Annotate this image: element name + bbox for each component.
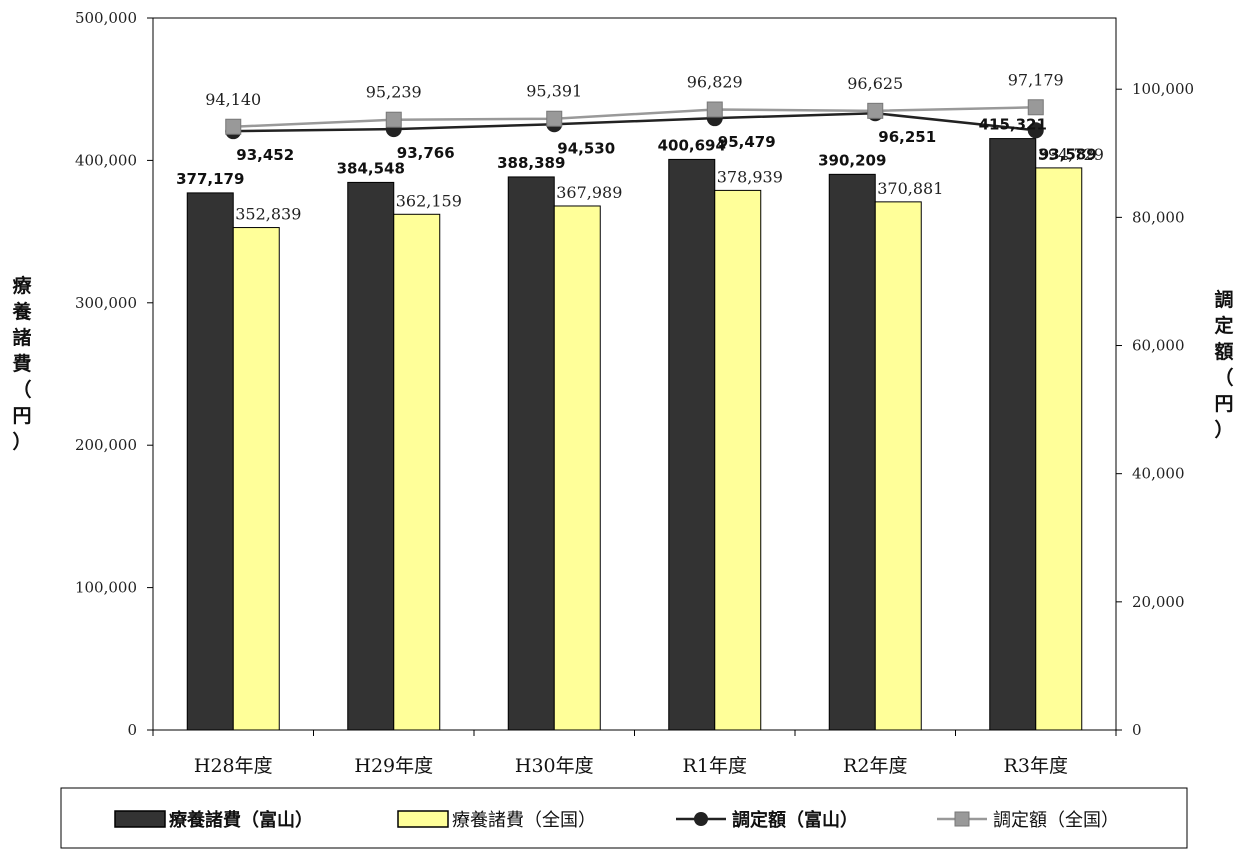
bar-national bbox=[714, 189, 762, 731]
bar-national-label: 362,159 bbox=[396, 191, 462, 210]
legend-label: 療養諸費（全国） bbox=[452, 810, 596, 831]
bars bbox=[186, 138, 1083, 731]
marker-national bbox=[225, 118, 242, 135]
left-tick-label: 400,000 bbox=[75, 151, 137, 169]
line-toyama-label: 95,479 bbox=[718, 133, 776, 151]
line-toyama bbox=[233, 111, 1036, 133]
left-tick-label: 0 bbox=[127, 721, 137, 739]
bar-national-label: 370,881 bbox=[877, 179, 943, 198]
marker-national bbox=[385, 111, 402, 128]
left-axis-ticks: 0 100,000 200,000 300,000 400,000 500,000 bbox=[75, 9, 153, 739]
line-national bbox=[233, 106, 1036, 128]
bar-toyama-label: 400,694 bbox=[658, 136, 726, 154]
legend-swatch bbox=[114, 810, 166, 828]
bar-national bbox=[553, 205, 601, 731]
line-national-label: 95,391 bbox=[526, 82, 582, 101]
axis-title: 調定額（円） bbox=[1214, 288, 1233, 441]
line-toyama-label: 93,766 bbox=[397, 144, 455, 162]
marker-national bbox=[706, 101, 723, 118]
legend-box bbox=[60, 787, 1188, 849]
line-toyama-label: 93,452 bbox=[236, 146, 294, 164]
line-toyama-label: 96,251 bbox=[878, 128, 936, 146]
bar-toyama-label: 384,548 bbox=[337, 159, 405, 177]
bar-toyama-label: 388,389 bbox=[497, 154, 565, 172]
category-label: H29年度 bbox=[354, 755, 433, 777]
bar-toyama bbox=[989, 138, 1037, 731]
line-national-label: 94,140 bbox=[205, 90, 261, 109]
bar-national bbox=[874, 201, 922, 731]
bar-toyama-label: 415,321 bbox=[979, 116, 1047, 134]
category-label: R2年度 bbox=[843, 755, 907, 777]
right-tick-label: 60,000 bbox=[1132, 337, 1185, 355]
marker-national bbox=[546, 110, 563, 127]
line-toyama-label: 93,589 bbox=[1039, 145, 1097, 163]
left-tick-label: 500,000 bbox=[75, 9, 137, 27]
data-labels: 377,179 352,839 384,548 362,159 388,389 367,9… bbox=[176, 70, 1104, 223]
plot-area bbox=[152, 17, 1117, 731]
bar-toyama bbox=[347, 181, 395, 731]
left-tick-label: 300,000 bbox=[75, 294, 137, 312]
legend-items: 療養諸費（富山） 療養諸費（全国） 調定額（富山） 調定額（全国） bbox=[114, 809, 1119, 831]
bar-toyama bbox=[507, 176, 555, 731]
right-axis-ticks: 0 20,000 40,000 60,000 80,000 100,000 bbox=[1116, 80, 1194, 739]
marker-national bbox=[867, 102, 884, 119]
legend-label: 調定額（全国） bbox=[993, 810, 1119, 831]
line-national-label: 95,239 bbox=[366, 83, 422, 102]
right-tick-label: 20,000 bbox=[1132, 593, 1185, 611]
line-national-label: 96,829 bbox=[687, 73, 743, 92]
legend-marker bbox=[694, 812, 708, 826]
lines bbox=[225, 99, 1044, 140]
axis-title: 療養諸費（円） bbox=[11, 274, 32, 453]
line-toyama-label: 94,530 bbox=[557, 139, 615, 157]
right-tick-label: 100,000 bbox=[1132, 80, 1194, 98]
category-label: R1年度 bbox=[683, 755, 747, 777]
bar-national-label: 352,839 bbox=[235, 205, 301, 224]
bar-toyama bbox=[186, 192, 234, 731]
legend-label: 調定額（富山） bbox=[732, 809, 858, 831]
bar-toyama bbox=[668, 158, 716, 731]
bar-national bbox=[232, 227, 280, 731]
marker-national bbox=[1027, 99, 1044, 116]
legend-swatch bbox=[397, 810, 449, 828]
category-label: H28年度 bbox=[194, 755, 273, 777]
bar-national bbox=[393, 213, 441, 731]
legend-label: 療養諸費（富山） bbox=[169, 809, 313, 831]
left-tick-label: 100,000 bbox=[75, 579, 137, 597]
axis-titles: 療養諸費（円） 調定額（円） bbox=[11, 274, 1233, 453]
category-label: R3年度 bbox=[1004, 755, 1068, 777]
bar-national-label: 378,939 bbox=[717, 167, 783, 186]
bar-national bbox=[1035, 167, 1083, 731]
legend: 療養諸費（富山） 療養諸費（全国） 調定額（富山） 調定額（全国） bbox=[60, 787, 1188, 849]
marker-toyama bbox=[1027, 122, 1044, 139]
legend-marker bbox=[954, 811, 970, 827]
line-national-label: 97,179 bbox=[1008, 70, 1064, 89]
bar-toyama-label: 377,179 bbox=[176, 170, 244, 188]
bar-toyama bbox=[828, 173, 876, 731]
left-tick-label: 200,000 bbox=[75, 436, 137, 454]
line-national-label: 96,625 bbox=[847, 74, 903, 93]
category-label: H30年度 bbox=[515, 755, 594, 777]
bar-national-label: 394,729 bbox=[1038, 145, 1104, 164]
right-tick-label: 0 bbox=[1132, 721, 1142, 739]
right-tick-label: 80,000 bbox=[1132, 208, 1185, 226]
bar-national-label: 367,989 bbox=[556, 183, 622, 202]
category-labels: H28年度 H29年度 H30年度 R1年度 R2年度 R3年度 bbox=[152, 730, 1117, 777]
right-tick-label: 40,000 bbox=[1132, 465, 1185, 483]
bar-toyama-label: 390,209 bbox=[818, 151, 886, 169]
